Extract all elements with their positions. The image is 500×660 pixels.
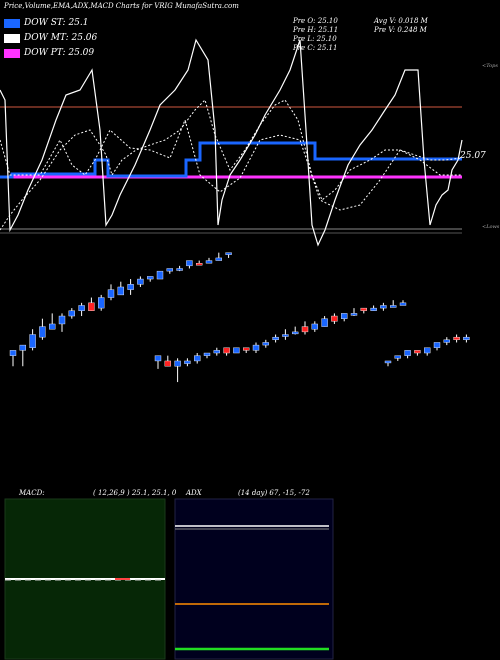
- macd-params: ( 12,26,9 ) 25.1, 25.1, 0: [93, 489, 177, 497]
- candle-body: [380, 305, 387, 309]
- candle-body: [49, 323, 56, 330]
- quote-open: Pre O: 25.10: [293, 17, 338, 25]
- candle-body: [443, 339, 450, 343]
- macd-background: [4, 498, 166, 660]
- legend-st-label: DOW ST: 25.1: [24, 18, 89, 28]
- candle-body: [414, 350, 421, 354]
- candle-body: [252, 344, 260, 351]
- candle-body: [341, 313, 348, 319]
- candle-body: [174, 360, 181, 367]
- candle-body: [394, 355, 401, 359]
- candle-body: [186, 260, 193, 267]
- candle-body: [176, 268, 183, 271]
- candle-body: [166, 268, 174, 272]
- candle-body: [242, 347, 250, 351]
- candle-body: [384, 360, 392, 364]
- candle-body: [321, 318, 328, 327]
- legend-mt-label: DOW MT: 25.06: [24, 33, 98, 43]
- quote-close: Pre C: 25.11: [293, 44, 338, 52]
- candle-body: [78, 305, 85, 311]
- candle-body: [154, 355, 162, 362]
- dow-mt-solid-line: [0, 38, 463, 247]
- candle-body: [156, 270, 164, 280]
- quote-high: Pre H: 25.11: [293, 26, 339, 34]
- candle-body: [223, 347, 230, 354]
- candle-body: [137, 278, 144, 285]
- candle-body: [127, 284, 134, 290]
- dow-mt-line-2: [0, 99, 463, 231]
- candle-body: [164, 360, 172, 367]
- candle-body: [301, 326, 309, 333]
- candle-body: [195, 263, 203, 266]
- candle-body: [68, 310, 76, 317]
- tops-label: <Tops: [482, 63, 498, 69]
- candle-body: [292, 331, 299, 335]
- candle-body: [215, 257, 223, 261]
- candle-body: [213, 350, 221, 354]
- lows-label: <Lows: [482, 224, 500, 230]
- candle-body: [39, 326, 46, 338]
- legend-pt-label: DOW PT: 25.09: [24, 48, 95, 58]
- candle-body: [399, 302, 407, 306]
- candle-body: [360, 307, 367, 311]
- candle-body: [282, 334, 289, 337]
- candle-body: [29, 334, 36, 348]
- candle-body: [203, 352, 211, 356]
- candle-body: [404, 350, 411, 356]
- quote-pre-volume: Pre V: 0.248 M: [374, 26, 427, 34]
- chart-title: Price,Volume,EMA,ADX,MACD Charts for VRI…: [4, 2, 239, 10]
- candle-body: [463, 336, 470, 341]
- candle-body: [272, 336, 279, 341]
- candle-body: [311, 323, 318, 330]
- dow-mt-line: [0, 118, 462, 211]
- candle-body: [225, 252, 232, 255]
- legend-st: DOW ST: 25.1: [4, 18, 89, 28]
- candle-body: [117, 286, 125, 296]
- candle-body: [193, 355, 201, 362]
- adx-params: (14 day) 67, -15, -72: [238, 489, 310, 497]
- legend-mt: DOW MT: 25.06: [4, 33, 97, 43]
- candle-body: [58, 315, 66, 325]
- legend-pt-swatch: [4, 48, 20, 58]
- candle-body: [88, 302, 95, 311]
- candle-body: [424, 347, 431, 354]
- candle-body: [205, 260, 213, 264]
- candle-body: [350, 313, 358, 316]
- candle-body: [262, 342, 269, 346]
- candle-body: [9, 350, 17, 356]
- candle-body: [453, 336, 460, 341]
- adx-title: ADX: [186, 489, 202, 497]
- candle-body: [184, 360, 191, 364]
- candle-body: [19, 344, 26, 351]
- candle-body: [233, 347, 240, 354]
- candle-body: [370, 307, 377, 311]
- candle-body: [331, 315, 338, 322]
- adx-background: [174, 498, 334, 660]
- candle-body: [390, 305, 397, 308]
- candle-body: [433, 342, 441, 348]
- candles: [9, 252, 470, 383]
- candle-body: [97, 297, 105, 309]
- candle-body: [146, 276, 154, 280]
- legend-pt: DOW PT: 25.09: [4, 48, 94, 58]
- legend-mt-swatch: [4, 33, 20, 43]
- candle-body: [107, 289, 115, 298]
- price-chart: <Tops <Lows 25.07: [0, 38, 500, 383]
- legend-st-swatch: [4, 18, 20, 28]
- current-value-label: 25.07: [459, 151, 486, 161]
- macd-title: MACD:: [19, 489, 45, 497]
- quote-avg-volume: Avg V: 0.018 M: [374, 17, 428, 25]
- quote-low: Pre L: 25.10: [293, 35, 337, 43]
- dow-st-line: [0, 141, 462, 179]
